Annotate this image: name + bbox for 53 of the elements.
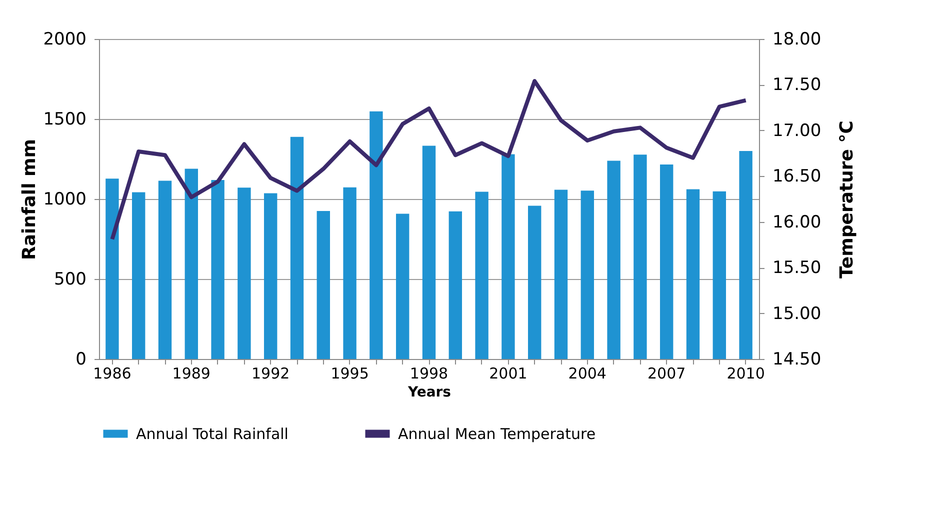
bar: [580, 190, 594, 359]
y2-tick-label: 18.00: [772, 30, 822, 50]
bar: [528, 206, 542, 359]
bar: [712, 191, 726, 359]
y-tick-label: 500: [54, 270, 86, 290]
x-tick-label: 2001: [489, 364, 528, 382]
bar: [448, 211, 462, 359]
bar: [370, 111, 383, 359]
y2-tick-label: 15.00: [772, 304, 822, 324]
y-tick-label: 1500: [43, 110, 86, 130]
x-tick-label: 1995: [330, 364, 369, 382]
bar: [686, 189, 700, 359]
bar: [343, 187, 356, 359]
legend-label: Annual Mean Temperature: [398, 424, 596, 443]
x-tick-label: 1986: [93, 364, 132, 382]
x-tick-label: 2010: [726, 364, 765, 382]
x-tick-label: 2007: [648, 364, 686, 382]
bar: [475, 192, 488, 359]
y2-tick-label: 16.50: [772, 166, 822, 187]
x-tick-label: 1992: [252, 364, 290, 382]
y-tick-label: 1000: [43, 190, 86, 210]
bar: [211, 180, 224, 359]
bar: [290, 136, 304, 359]
bar: [158, 180, 172, 359]
bar: [264, 193, 278, 359]
bar: [634, 154, 647, 359]
y-tick-label: 0: [76, 350, 86, 370]
bar: [502, 154, 515, 359]
bar: [396, 214, 410, 359]
bar: [660, 164, 674, 359]
x-tick-label: 2004: [568, 364, 606, 382]
y-axis-title: Rainfall mm: [19, 138, 40, 260]
y2-tick-label: 17.50: [772, 75, 822, 96]
x-tick-label: 1989: [172, 364, 210, 382]
x-tick-label: 1998: [410, 364, 448, 382]
line-series: [110, 79, 748, 242]
legend-label: Annual Total Rainfall: [136, 424, 288, 443]
bar: [554, 190, 568, 359]
bar: [739, 151, 752, 359]
x-axis-title: Years: [406, 384, 452, 400]
y-tick-label: 2000: [43, 30, 86, 50]
bar: [184, 168, 198, 359]
bar: [316, 211, 330, 359]
y2-axis-title: Temperature °C: [836, 120, 858, 278]
bar: [132, 192, 146, 359]
y2-tick-label: 17.00: [772, 120, 822, 141]
bar: [238, 188, 251, 359]
bar: [607, 160, 620, 359]
bar: [422, 146, 436, 359]
y2-tick-label: 14.50: [772, 350, 822, 370]
y2-tick-label: 16.00: [772, 212, 822, 232]
bar: [106, 178, 119, 359]
y2-tick-label: 15.50: [772, 258, 822, 278]
